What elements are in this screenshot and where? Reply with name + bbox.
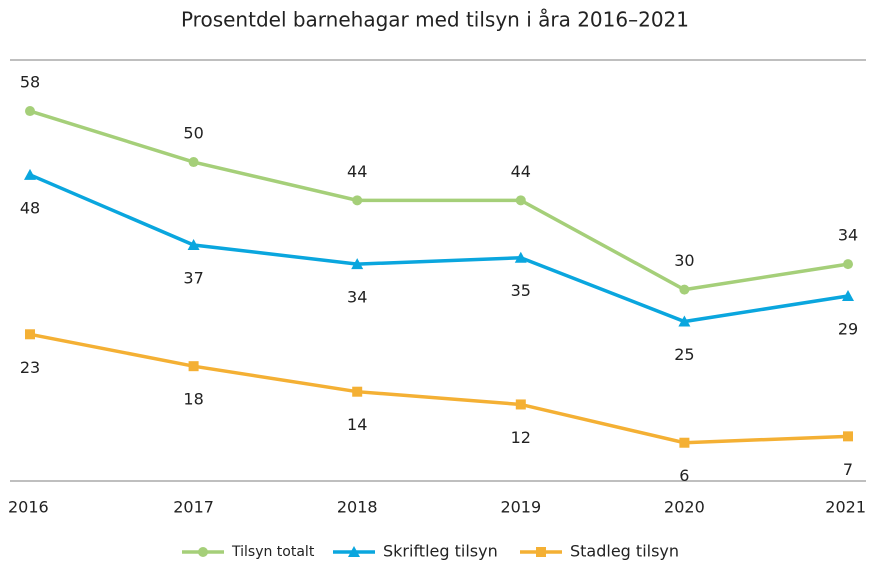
- data-label: 6: [679, 466, 689, 485]
- marker: [536, 547, 546, 557]
- series-line: [29, 173, 849, 324]
- data-label: 29: [838, 320, 858, 339]
- marker: [25, 329, 35, 340]
- marker: [678, 315, 691, 327]
- x-tick-label: 2018: [337, 498, 378, 517]
- legend-label: Stadleg tilsyn: [570, 542, 679, 561]
- data-label: 34: [347, 288, 367, 307]
- data-label: 44: [511, 162, 531, 181]
- marker: [198, 547, 208, 557]
- data-label: 48: [20, 198, 40, 217]
- x-tick-label: 2016: [8, 498, 49, 517]
- marker: [188, 157, 199, 168]
- marker: [514, 251, 527, 263]
- marker: [352, 386, 363, 397]
- marker: [515, 399, 526, 410]
- legend-label: Tilsyn totalt: [231, 544, 315, 560]
- data-label: 34: [838, 226, 858, 245]
- x-tick-label: 2019: [500, 498, 541, 517]
- marker: [515, 195, 526, 206]
- data-label: 7: [843, 460, 853, 479]
- data-label: 25: [674, 345, 694, 364]
- data-label: 58: [20, 73, 40, 92]
- data-label: 12: [511, 428, 531, 447]
- x-tick-label: 2020: [664, 498, 705, 517]
- data-label: 50: [183, 124, 203, 143]
- data-label: 30: [674, 251, 694, 270]
- data-label: 18: [183, 390, 203, 409]
- marker: [188, 361, 199, 372]
- marker: [348, 546, 360, 557]
- marker: [351, 258, 364, 270]
- data-label: 23: [20, 358, 40, 377]
- marker: [842, 290, 854, 302]
- data-label: 14: [347, 415, 367, 434]
- marker: [679, 437, 690, 448]
- marker: [352, 195, 363, 206]
- x-tick-label: 2021: [825, 498, 866, 517]
- marker: [25, 106, 35, 117]
- data-label: 44: [347, 162, 367, 181]
- series-line: [29, 109, 849, 292]
- marker: [843, 259, 853, 270]
- legend-label: Skriftleg tilsyn: [383, 542, 498, 561]
- series-line: [29, 332, 849, 445]
- chart-title: Prosentdel barnehagar med tilsyn i åra 2…: [181, 8, 689, 32]
- data-label: 35: [511, 281, 531, 300]
- data-label: 37: [183, 268, 203, 287]
- marker: [843, 431, 853, 442]
- marker: [187, 238, 200, 250]
- x-tick-label: 2017: [173, 498, 214, 517]
- marker: [679, 284, 690, 295]
- marker: [24, 168, 36, 180]
